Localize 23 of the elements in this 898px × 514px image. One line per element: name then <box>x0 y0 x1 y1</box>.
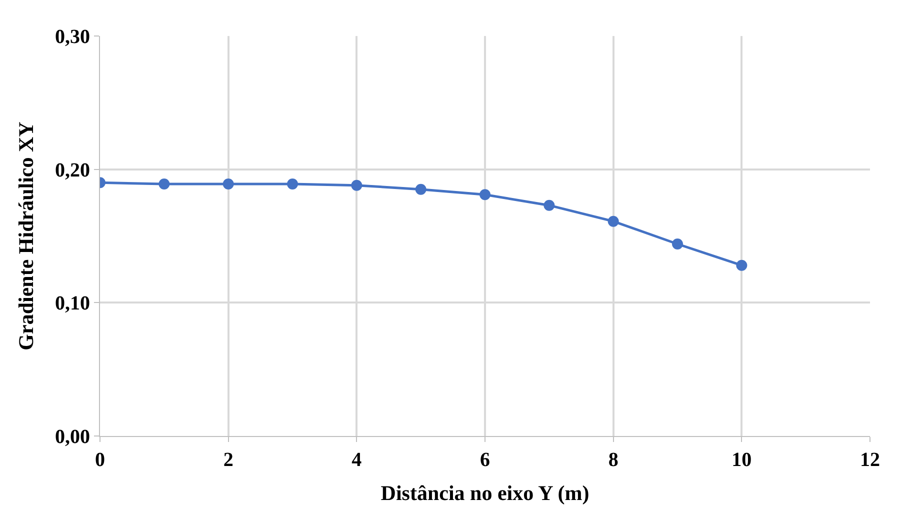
point <box>736 260 748 271</box>
y-tick-label: 0,10 <box>55 292 90 315</box>
x-tick-label: 12 <box>860 449 880 471</box>
point <box>415 184 426 195</box>
x-tick-label: 4 <box>352 449 362 471</box>
y-tick-label: 0,30 <box>55 26 90 48</box>
point <box>608 216 619 227</box>
y-tick-label: 0,20 <box>55 159 90 182</box>
y-tick-label: 0,00 <box>55 426 90 448</box>
x-tick-label: 0 <box>95 449 105 471</box>
x-tick-label: 8 <box>608 449 618 471</box>
y-axis-title: Gradiente Hidráulico XY <box>14 122 38 350</box>
point <box>672 238 683 250</box>
point <box>351 180 362 191</box>
point <box>544 200 555 211</box>
x-tick-label: 2 <box>223 449 234 471</box>
point <box>480 189 490 200</box>
point <box>222 178 234 190</box>
point <box>287 178 298 190</box>
x-axis-title: Distância no eixo Y (m) <box>380 481 590 506</box>
point <box>158 178 170 190</box>
x-tick-label: 6 <box>480 449 490 471</box>
x-tick-label: 10 <box>732 449 752 471</box>
